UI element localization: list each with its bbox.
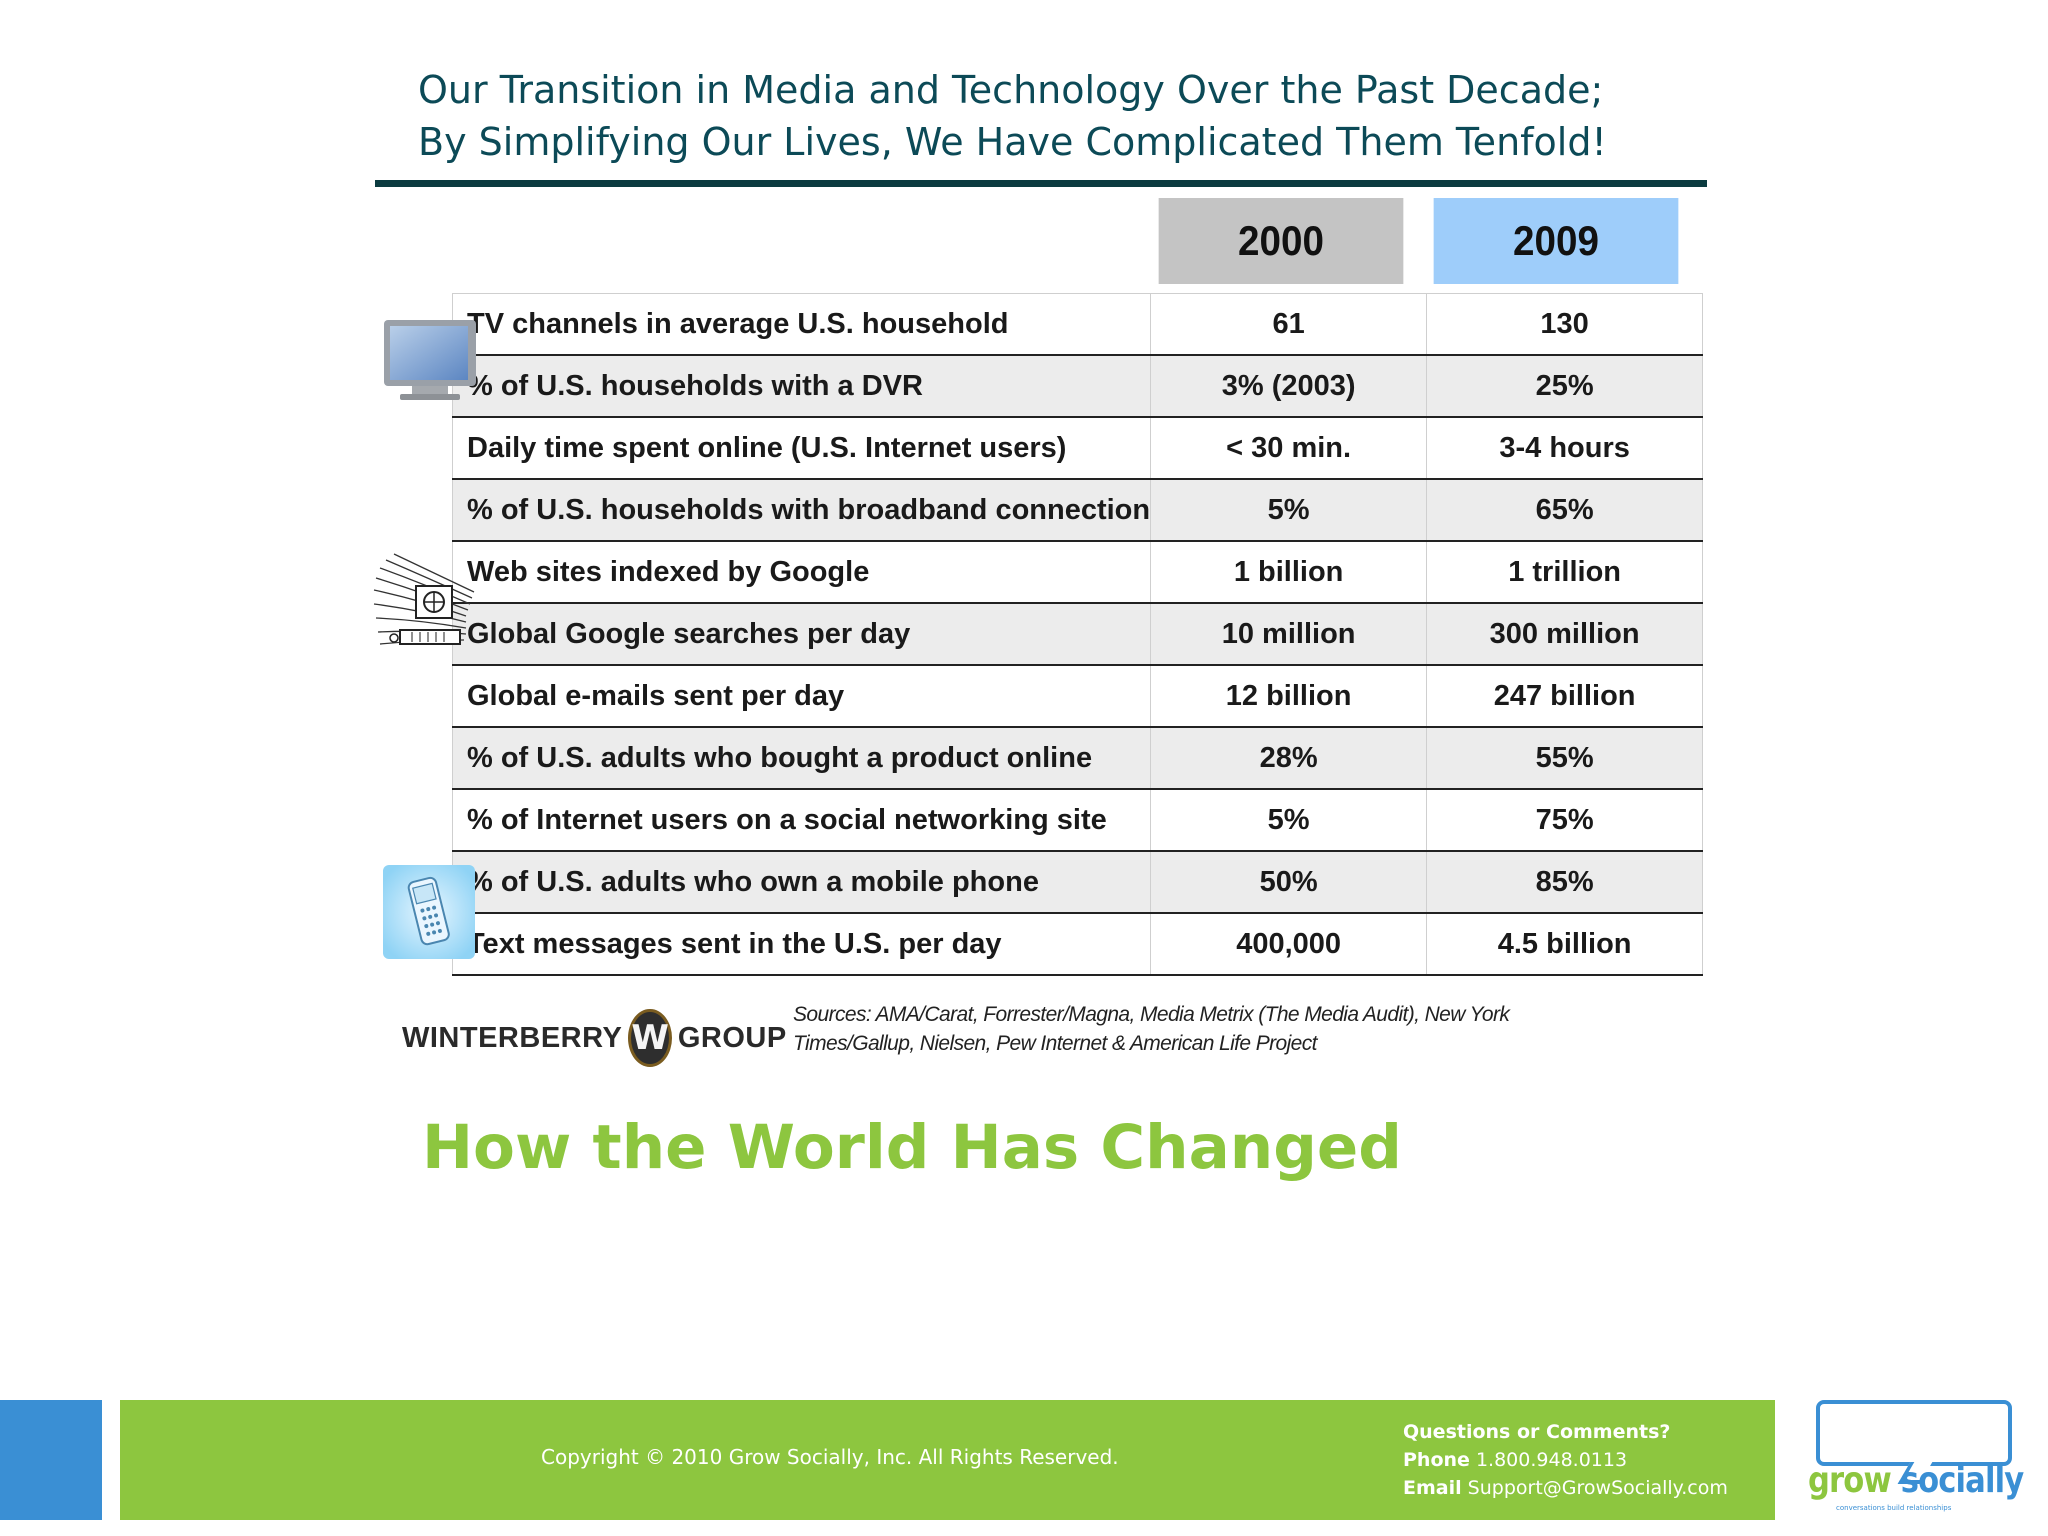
- slide-headline: How the World Has Changed: [422, 1112, 1402, 1183]
- value-2009: 300 million: [1426, 602, 1704, 666]
- grow-socially-logo: grow socially conversations build relati…: [1808, 1396, 2024, 1512]
- value-2009: 75%: [1426, 788, 1704, 852]
- value-2000: 61: [1150, 293, 1428, 356]
- speech-bubble-icon: [1816, 1400, 2012, 1466]
- footer-email-label: Email: [1403, 1477, 1462, 1499]
- sources-line-2: Times/Gallup, Nielsen, Pew Internet & Am…: [793, 1032, 1317, 1055]
- value-2009: 4.5 billion: [1426, 912, 1704, 976]
- slide-title: Our Transition in Media and Technology O…: [418, 64, 1718, 168]
- row-label: % of Internet users on a social networki…: [451, 788, 1152, 852]
- value-2009: 247 billion: [1426, 664, 1704, 728]
- column-header-2000: 2000: [1158, 198, 1404, 284]
- table-row: Global Google searches per day 10 million…: [451, 602, 1704, 666]
- value-2000: 12 billion: [1150, 664, 1428, 728]
- row-label: Global e-mails sent per day: [451, 664, 1152, 728]
- row-label: TV channels in average U.S. household: [451, 293, 1152, 356]
- value-2000: 5%: [1150, 788, 1428, 852]
- value-2000: 400,000: [1150, 912, 1428, 976]
- footer-green-bar: [120, 1400, 1775, 1520]
- row-label: % of U.S. adults who bought a product on…: [451, 726, 1152, 790]
- table-row: % of Internet users on a social networki…: [451, 788, 1704, 852]
- value-2000: 10 million: [1150, 602, 1428, 666]
- footer-blue-bar: [0, 1400, 102, 1520]
- computer-icon: [373, 553, 475, 645]
- row-label: % of U.S. adults who own a mobile phone: [451, 850, 1152, 914]
- value-2000: 5%: [1150, 478, 1428, 542]
- table-row: Global e-mails sent per day 12 billion 247…: [451, 664, 1704, 728]
- table-row: TV channels in average U.S. household 61 1…: [451, 293, 1704, 356]
- value-2009: 130: [1426, 293, 1704, 356]
- tv-icon: [384, 320, 476, 400]
- value-2000: 3% (2003): [1150, 354, 1428, 418]
- footer-phone-label: Phone: [1403, 1449, 1470, 1471]
- comparison-table: TV channels in average U.S. household 61 1…: [451, 293, 1704, 976]
- logo-word-grow: grow: [1808, 1460, 1892, 1501]
- logo-tagline: conversations build relationships: [1836, 1504, 1952, 1512]
- logo-word-winterberry: WINTERBERRY: [402, 1021, 623, 1054]
- value-2000: 1 billion: [1150, 540, 1428, 604]
- value-2009: 3-4 hours: [1426, 416, 1704, 480]
- value-2000: 50%: [1150, 850, 1428, 914]
- row-label: Global Google searches per day: [451, 602, 1152, 666]
- column-header-2009: 2009: [1433, 198, 1679, 284]
- footer-questions: Questions or Comments?: [1403, 1421, 1671, 1443]
- sources-note: Sources: AMA/Carat, Forrester/Magna, Med…: [793, 1000, 1513, 1058]
- slide-title-line-2: By Simplifying Our Lives, We Have Compli…: [418, 120, 1607, 164]
- row-label: Web sites indexed by Google: [451, 540, 1152, 604]
- table-row: Text messages sent in the U.S. per day 40…: [451, 912, 1704, 976]
- value-2009: 1 trillion: [1426, 540, 1704, 604]
- table-row: % of U.S. households with a DVR 3% (2003)…: [451, 354, 1704, 418]
- row-label: % of U.S. households with a DVR: [451, 354, 1152, 418]
- title-divider: [375, 180, 1707, 187]
- footer-contact: Questions or Comments? Phone 1.800.948.0…: [1403, 1418, 1728, 1502]
- value-2009: 55%: [1426, 726, 1704, 790]
- footer-email-value: Support@GrowSocially.com: [1467, 1477, 1728, 1499]
- value-2009: 65%: [1426, 478, 1704, 542]
- value-2000: 28%: [1150, 726, 1428, 790]
- mobile-phone-icon: [383, 865, 475, 959]
- sources-line-1: Sources: AMA/Carat, Forrester/Magna, Med…: [793, 1003, 1510, 1026]
- footer-copyright: Copyright © 2010 Grow Socially, Inc. All…: [541, 1445, 1119, 1469]
- footer-phone-value: 1.800.948.0113: [1475, 1449, 1628, 1471]
- value-2000: < 30 min.: [1150, 416, 1428, 480]
- table-row: Daily time spent online (U.S. Internet u…: [451, 416, 1704, 480]
- value-2009: 25%: [1426, 354, 1704, 418]
- row-label: % of U.S. households with broadband conn…: [451, 478, 1152, 542]
- slide-title-line-1: Our Transition in Media and Technology O…: [418, 68, 1604, 112]
- logo-word-socially: socially: [1900, 1460, 2024, 1501]
- table-row: Web sites indexed by Google 1 billion 1 tr…: [451, 540, 1704, 604]
- logo-w-emblem: W: [628, 1009, 672, 1067]
- value-2009: 85%: [1426, 850, 1704, 914]
- logo-word-group: GROUP: [677, 1021, 787, 1054]
- row-label: Daily time spent online (U.S. Internet u…: [451, 416, 1152, 480]
- table-row: % of U.S. adults who bought a product on…: [451, 726, 1704, 790]
- winterberry-group-logo: WINTERBERRY W GROUP: [402, 1005, 786, 1071]
- row-label: Text messages sent in the U.S. per day: [451, 912, 1152, 976]
- table-row: % of U.S. households with broadband conn…: [451, 478, 1704, 542]
- table-row: % of U.S. adults who own a mobile phone 5…: [451, 850, 1704, 914]
